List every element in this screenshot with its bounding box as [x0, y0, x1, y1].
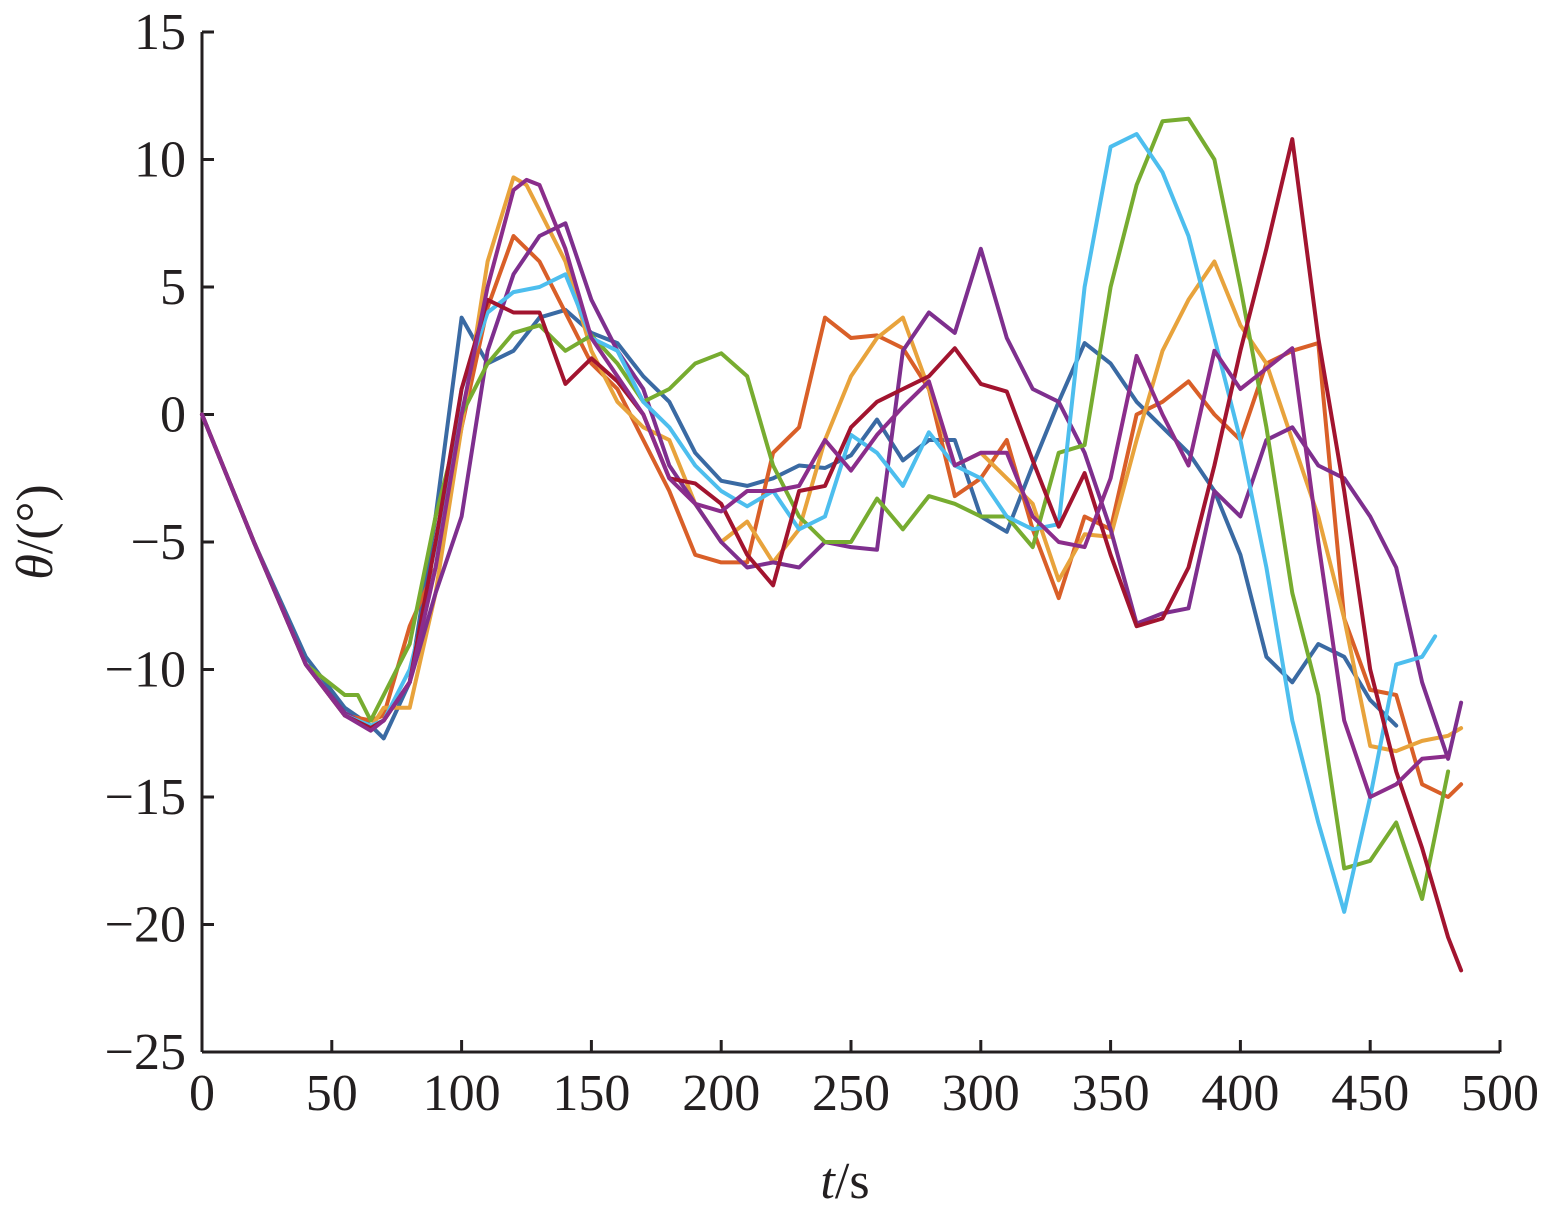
- y-tick-label: −15: [105, 769, 186, 826]
- series-line-5: [200, 116, 1451, 901]
- y-tick-label: −20: [105, 897, 186, 954]
- series-line-1: [200, 307, 1399, 741]
- y-axis-label: θ/(°): [7, 484, 64, 579]
- x-tick-label: 250: [812, 1065, 890, 1122]
- series-line-4: [200, 221, 1464, 761]
- x-tick-label: 400: [1201, 1065, 1279, 1122]
- x-tick-label: 450: [1331, 1065, 1409, 1122]
- x-axis-unit: /s: [835, 1153, 870, 1203]
- x-tick-label: 300: [942, 1065, 1020, 1122]
- y-tick-label: −25: [105, 1024, 186, 1081]
- x-tick-label: 200: [682, 1065, 760, 1122]
- y-tick-label: −5: [131, 514, 186, 571]
- x-tick-label: 150: [552, 1065, 630, 1122]
- y-tick-label: −10: [105, 642, 186, 699]
- y-axis-unit: /(°): [7, 484, 64, 554]
- x-axis-var: t: [820, 1153, 836, 1203]
- x-tick-label: 50: [306, 1065, 358, 1122]
- series-line-7: [200, 137, 1464, 973]
- x-axis-label: t/s: [820, 1153, 869, 1203]
- series-group: [200, 116, 1464, 973]
- series-line-6: [200, 132, 1438, 914]
- x-tick-label: 0: [189, 1065, 215, 1122]
- x-tick-label: 100: [423, 1065, 501, 1122]
- axis-labels: t/s θ/(°): [7, 484, 870, 1208]
- y-axis-var: θ: [7, 554, 64, 580]
- y-tick-label: 15: [134, 4, 186, 61]
- series-line-8: [200, 177, 1451, 799]
- x-tick-label: 350: [1072, 1065, 1150, 1122]
- x-tick-label: 500: [1461, 1065, 1539, 1122]
- y-tick-label: 5: [160, 259, 186, 316]
- ticks: 0 50 100 150 200 250 300 350 400 450 500151050−5−1…: [105, 4, 1539, 1122]
- y-tick-label: 10: [134, 132, 186, 189]
- series-line-3: [200, 175, 1464, 754]
- y-tick-label: 0: [160, 387, 186, 444]
